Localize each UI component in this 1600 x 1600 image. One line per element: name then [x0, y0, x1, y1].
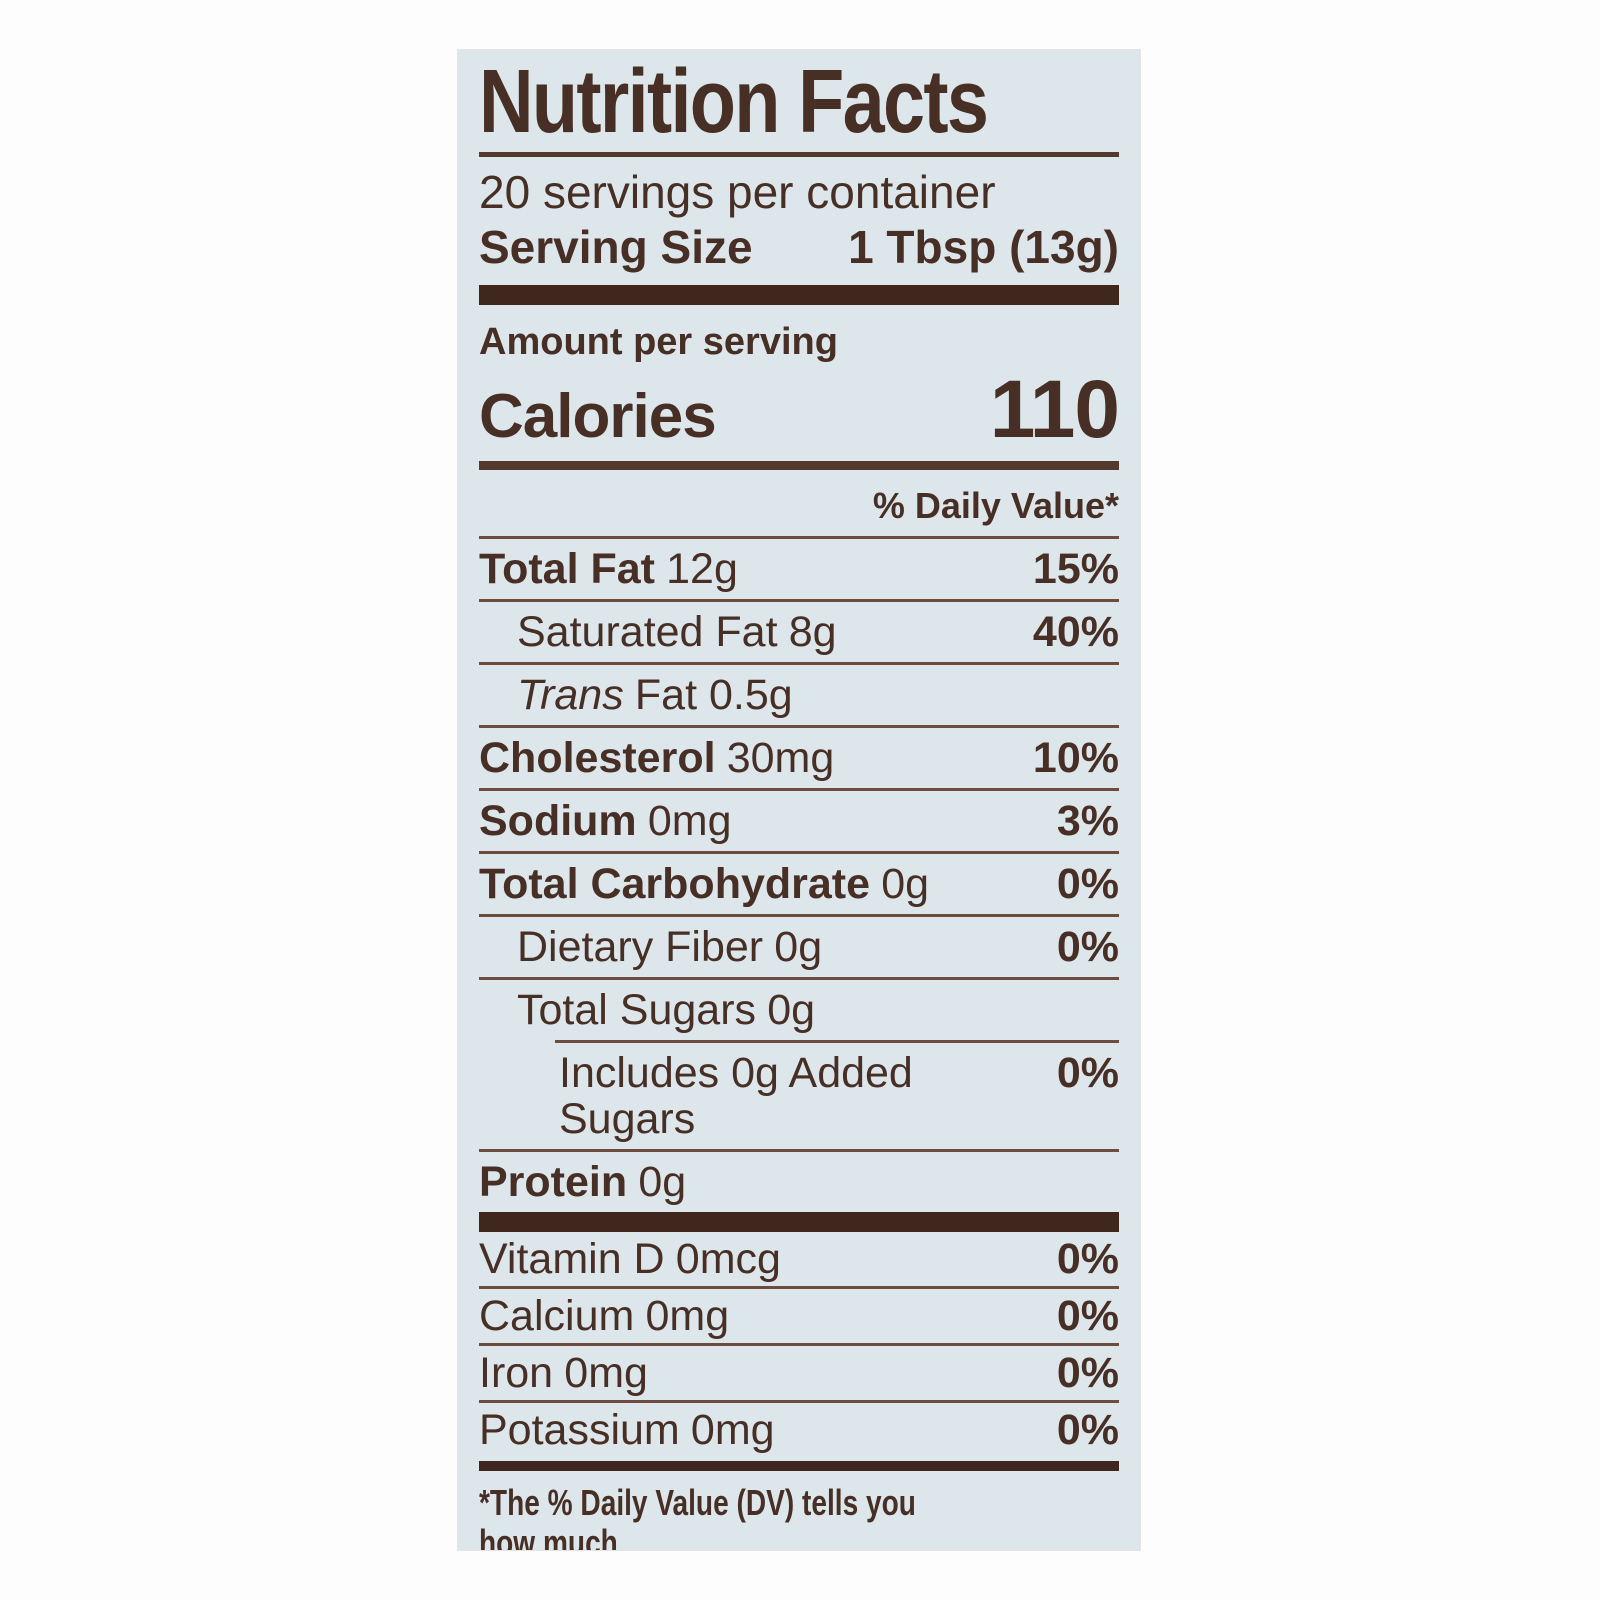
- nutrient-amount: 12g: [666, 545, 738, 593]
- nutrient-amount: 30mg: [726, 734, 835, 782]
- nutrient-name: Total Carbohydrate: [479, 860, 871, 908]
- divider: [479, 1149, 1119, 1152]
- nutrient-name: Sodium: [479, 797, 637, 845]
- amount-per-serving-label: Amount per serving: [479, 321, 838, 363]
- divider: [479, 725, 1119, 728]
- nutrient-name: Includes 0g Added Sugars: [559, 1049, 913, 1143]
- serving-size-label: Serving Size: [479, 221, 753, 273]
- divider: [479, 662, 1119, 665]
- footnote-line: *The % Daily Value (DV) tells you how mu…: [479, 1482, 924, 1551]
- serving-size-row: Serving Size 1 Tbsp (13g): [479, 219, 1119, 275]
- divider: [479, 599, 1119, 602]
- footnote-bar: [479, 1461, 1119, 1471]
- nutrient-dv: 0%: [1056, 1049, 1119, 1097]
- nutrient-row-total-carbohydrate: Total Carbohydrate 0g 0%: [479, 854, 1119, 914]
- nutrient-row-sodium: Sodium 0mg 3%: [479, 791, 1119, 851]
- divider-indented: [555, 1040, 1119, 1043]
- nutrient-name: Protein: [479, 1158, 628, 1206]
- nutrient-amount: 0mg: [647, 797, 732, 845]
- nutrient-name: Saturated Fat: [517, 608, 778, 656]
- vitamin-dv: 0%: [1056, 1235, 1119, 1283]
- vitamin-amount: 0mcg: [675, 1235, 781, 1283]
- vitamin-row-potassium: Potassium 0mg 0%: [479, 1403, 1119, 1457]
- nutrient-amount: 0g: [881, 860, 930, 908]
- vitamin-dv: 0%: [1056, 1349, 1119, 1397]
- section-bar-protein: [479, 1212, 1119, 1232]
- divider: [479, 851, 1119, 854]
- serving-size-value: 1 Tbsp (13g): [848, 221, 1119, 273]
- vitamin-name: Calcium: [479, 1292, 635, 1340]
- nutrient-name: Total Sugars: [517, 986, 757, 1034]
- nutrient-name: Cholesterol: [479, 734, 716, 782]
- nutrient-amount: 0g: [767, 986, 816, 1034]
- daily-value-header: % Daily Value*: [872, 485, 1119, 526]
- nutrient-row-added-sugars: Includes 0g Added Sugars 0%: [479, 1043, 1119, 1149]
- footnote: *The % Daily Value (DV) tells you how mu…: [479, 1482, 1119, 1551]
- vitamin-name: Potassium: [479, 1406, 680, 1454]
- nutrient-name: Total Fat: [479, 545, 655, 593]
- nutrient-dv: 15%: [1032, 545, 1119, 593]
- divider: [479, 914, 1119, 917]
- nutrient-dv: 0%: [1056, 923, 1119, 971]
- vitamin-dv: 0%: [1056, 1406, 1119, 1454]
- vitamin-name: Iron: [479, 1349, 554, 1397]
- divider: [479, 536, 1119, 539]
- nutrient-row-saturated-fat: Saturated Fat 8g 40%: [479, 602, 1119, 662]
- nutrient-amount: Fat 0.5g: [634, 671, 793, 719]
- vitamin-amount: 0mg: [690, 1406, 775, 1454]
- servings-per-container: 20 servings per container: [479, 166, 996, 218]
- nutrient-name: Dietary Fiber: [517, 923, 764, 971]
- nutrient-row-total-fat: Total Fat 12g 15%: [479, 539, 1119, 599]
- divider: [479, 788, 1119, 791]
- nutrient-dv: 10%: [1032, 734, 1119, 782]
- vitamin-name: Vitamin D: [479, 1235, 665, 1283]
- calories-divider: [479, 461, 1119, 470]
- vitamin-amount: 0mg: [564, 1349, 648, 1397]
- nutrient-amount: 8g: [788, 608, 837, 656]
- title-divider: [479, 152, 1119, 157]
- nutrient-row-cholesterol: Cholesterol 30mg 10%: [479, 728, 1119, 788]
- nutrient-dv: 0%: [1056, 860, 1119, 908]
- vitamin-dv: 0%: [1056, 1292, 1119, 1340]
- nutrient-dv: 3%: [1056, 797, 1119, 845]
- calories-row: Calories 110: [479, 363, 1120, 457]
- vitamin-row-vitamin-d: Vitamin D 0mcg 0%: [479, 1232, 1119, 1286]
- nutrient-row-dietary-fiber: Dietary Fiber 0g 0%: [479, 917, 1119, 977]
- nutrient-amount: 0g: [638, 1158, 687, 1206]
- vitamin-row-iron: Iron 0mg 0%: [479, 1346, 1119, 1400]
- nutrition-facts-label: Nutrition Facts 20 servings per containe…: [458, 50, 1140, 1550]
- vitamin-row-calcium: Calcium 0mg 0%: [479, 1289, 1119, 1343]
- divider: [479, 1343, 1119, 1346]
- divider: [479, 977, 1119, 980]
- calories-value: 110: [989, 364, 1120, 455]
- nutrient-dv: 40%: [1032, 608, 1119, 656]
- section-bar-top: [479, 285, 1119, 305]
- divider: [479, 1286, 1119, 1289]
- nutrient-row-total-sugars: Total Sugars 0g: [479, 980, 1119, 1040]
- nutrient-name: Trans: [517, 671, 624, 719]
- nutrient-amount: 0g: [774, 923, 823, 971]
- label-title: Nutrition Facts: [479, 52, 989, 152]
- vitamin-amount: 0mg: [645, 1292, 730, 1340]
- nutrient-row-protein: Protein 0g: [479, 1152, 1119, 1212]
- calories-label: Calories: [479, 382, 717, 451]
- divider: [479, 1400, 1119, 1403]
- nutrient-row-trans-fat: Trans Fat 0.5g: [479, 665, 1119, 725]
